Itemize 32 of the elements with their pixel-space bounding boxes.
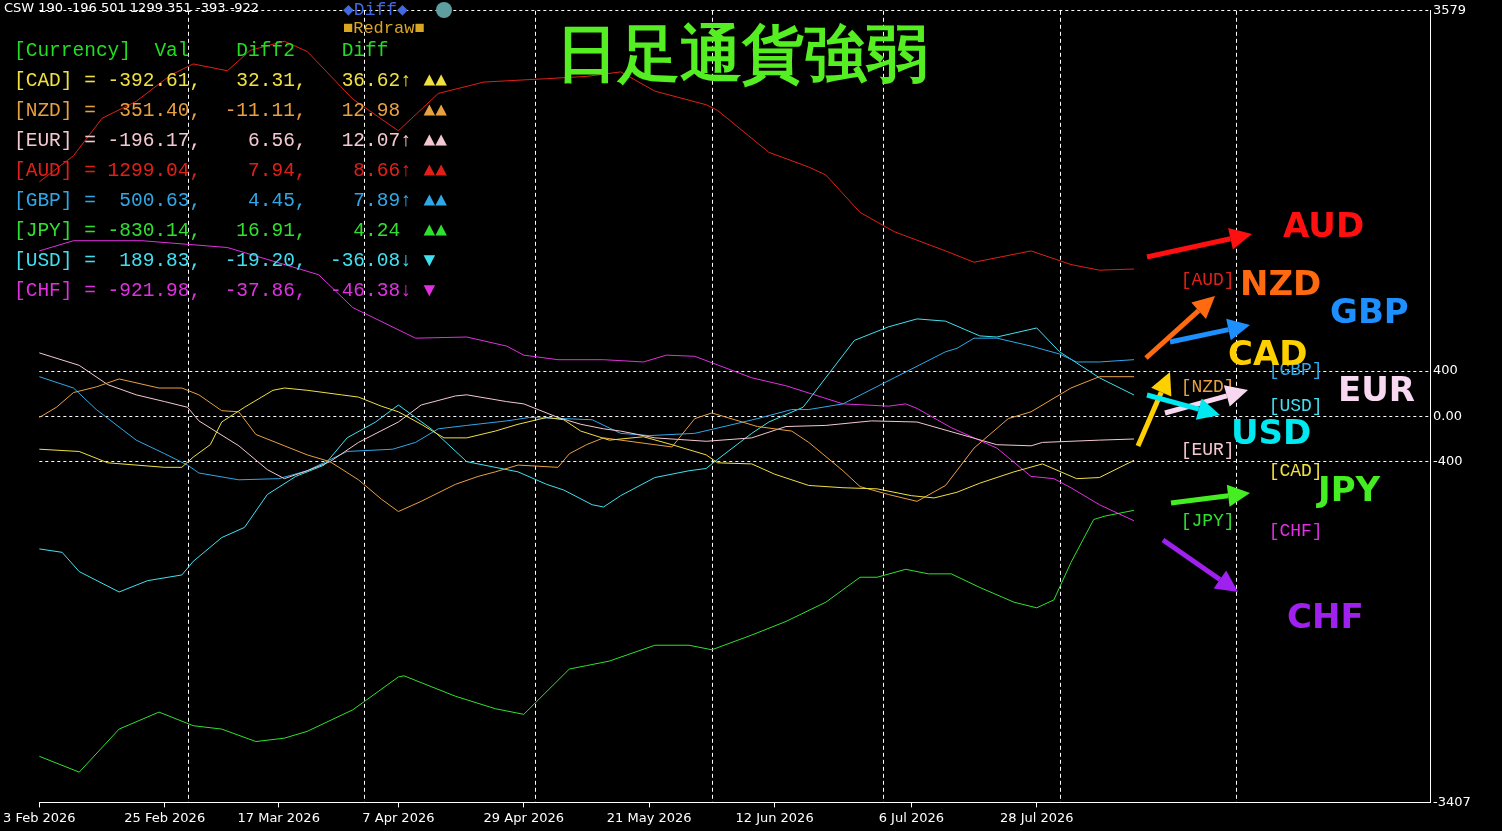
annotation: ■Redraw■ [343, 19, 425, 38]
y-tick-label: -3407 [1433, 793, 1471, 809]
annotation: GBP [1330, 291, 1409, 331]
annotation: [EUR] = -196.17, 6.56, 12.07↑ ▲▲ [14, 129, 447, 154]
x-tick-label: 6 Jul 2026 [878, 809, 944, 825]
annotation: AUD [1283, 205, 1365, 245]
y-tick-label: 3579 [1433, 2, 1467, 18]
y-tick-label: 400 [1433, 362, 1458, 378]
annotation: [JPY] = -830.14, 16.91, 4.24 ▲▲ [14, 219, 447, 244]
text: [JPY] [1180, 511, 1235, 532]
x-tick-label: 21 May 2026 [606, 809, 692, 825]
y-tick-label: 0.00 [1433, 407, 1462, 423]
annotation: CHF [1287, 596, 1364, 636]
text: [AUD] [1180, 269, 1235, 290]
text: [USD] [1268, 395, 1323, 416]
x-tick-label: 29 Apr 2026 [483, 809, 564, 825]
annotation: [GBP] = 500.63, 4.45, 7.89↑ ▲▲ [14, 189, 447, 214]
text: [EUR] [1180, 439, 1235, 460]
x-tick-label: 12 Jun 2026 [735, 809, 814, 825]
annotation: ◆Diff◆ [343, 0, 408, 20]
x-tick-label: 17 Mar 2026 [237, 809, 320, 825]
y-tick-label: -400 [1433, 453, 1463, 469]
annotation: NZD [1240, 263, 1322, 303]
annotation: JPY [1318, 469, 1381, 509]
x-tick-label: 3 Feb 2026 [3, 809, 76, 825]
annotation: EUR [1338, 369, 1416, 409]
text: [CHF] [1268, 521, 1323, 542]
x-tick-label: 25 Feb 2026 [124, 809, 206, 825]
chart-title: 日足通貨強弱 [556, 16, 928, 92]
x-tick-label: 28 Jul 2026 [999, 809, 1074, 825]
annotation: [CHF] = -921.98, -37.86, -46.38↓ ▼ [14, 279, 436, 304]
x-tick-label: 7 Apr 2026 [362, 809, 435, 825]
